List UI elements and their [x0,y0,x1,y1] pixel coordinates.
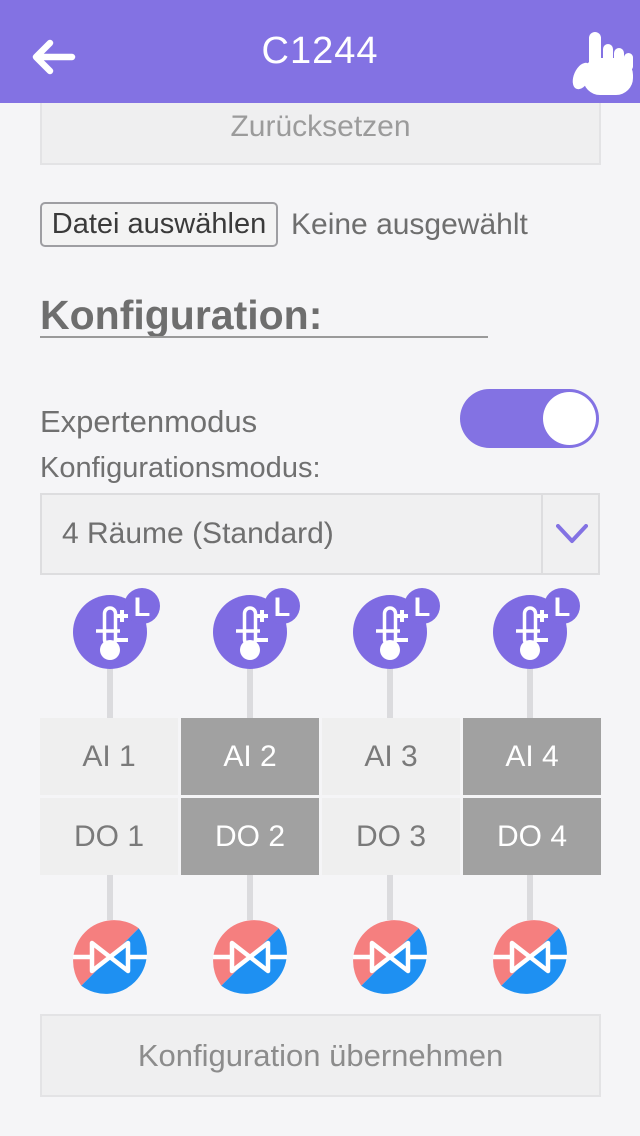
do-channel-4[interactable]: DO 4 [463,798,601,875]
wire [527,630,533,718]
toggle-knob [543,392,596,445]
page-title: C1244 [261,30,379,72]
ai-channel-4[interactable]: AI 4 [463,718,601,795]
choose-file-button[interactable]: Datei auswählen [40,202,278,247]
wire [387,875,393,920]
app-bar: C1244 [0,0,640,103]
config-mode-selected-value: 4 Räume (Standard) [62,517,334,550]
io-channel-grid: AI 1 AI 2 AI 3 AI 4 DO 1 DO 2 DO 3 DO 4 [40,718,601,875]
ai-channel-2[interactable]: AI 2 [181,718,319,795]
section-divider [40,336,488,338]
temperature-sensor-icon: L [493,588,580,669]
wire [107,875,113,920]
valve-icon [73,920,147,994]
sensor-badge: L [274,592,291,622]
temperature-sensor-icon: L [213,588,300,669]
wire [387,630,393,718]
back-arrow-icon[interactable] [28,36,76,78]
do-channel-2[interactable]: DO 2 [181,798,319,875]
file-input-row: Datei auswählen Keine ausgewählt [40,202,600,247]
expert-mode-toggle[interactable] [460,389,599,448]
wire [107,630,113,718]
config-mode-dropdown[interactable]: 4 Räume (Standard) [40,493,600,575]
ai-channel-1[interactable]: AI 1 [40,718,178,795]
expert-mode-label: Expertenmodus [40,404,258,439]
file-status-text: Keine ausgewählt [291,207,528,241]
section-heading: Konfiguration: [40,292,323,338]
chevron-down-icon [556,524,588,543]
wire [247,630,253,718]
config-mode-label: Konfigurationsmodus: [40,452,321,484]
ai-channel-3[interactable]: AI 3 [322,718,460,795]
valve-icon [213,920,287,994]
wire [527,875,533,920]
hand-pointer-icon [572,32,633,95]
do-channel-1[interactable]: DO 1 [40,798,178,875]
apply-configuration-button[interactable]: Konfiguration übernehmen [40,1014,601,1097]
valve-icon [493,920,567,994]
sensor-badge: L [414,592,431,622]
sensor-badge: L [554,592,571,622]
do-channel-3[interactable]: DO 3 [322,798,460,875]
dropdown-divider [541,495,543,573]
temperature-sensor-icon: L [73,588,160,669]
wire [247,875,253,920]
sensor-badge: L [134,592,151,622]
temperature-sensor-icon: L [353,588,440,669]
valve-icon [353,920,427,994]
